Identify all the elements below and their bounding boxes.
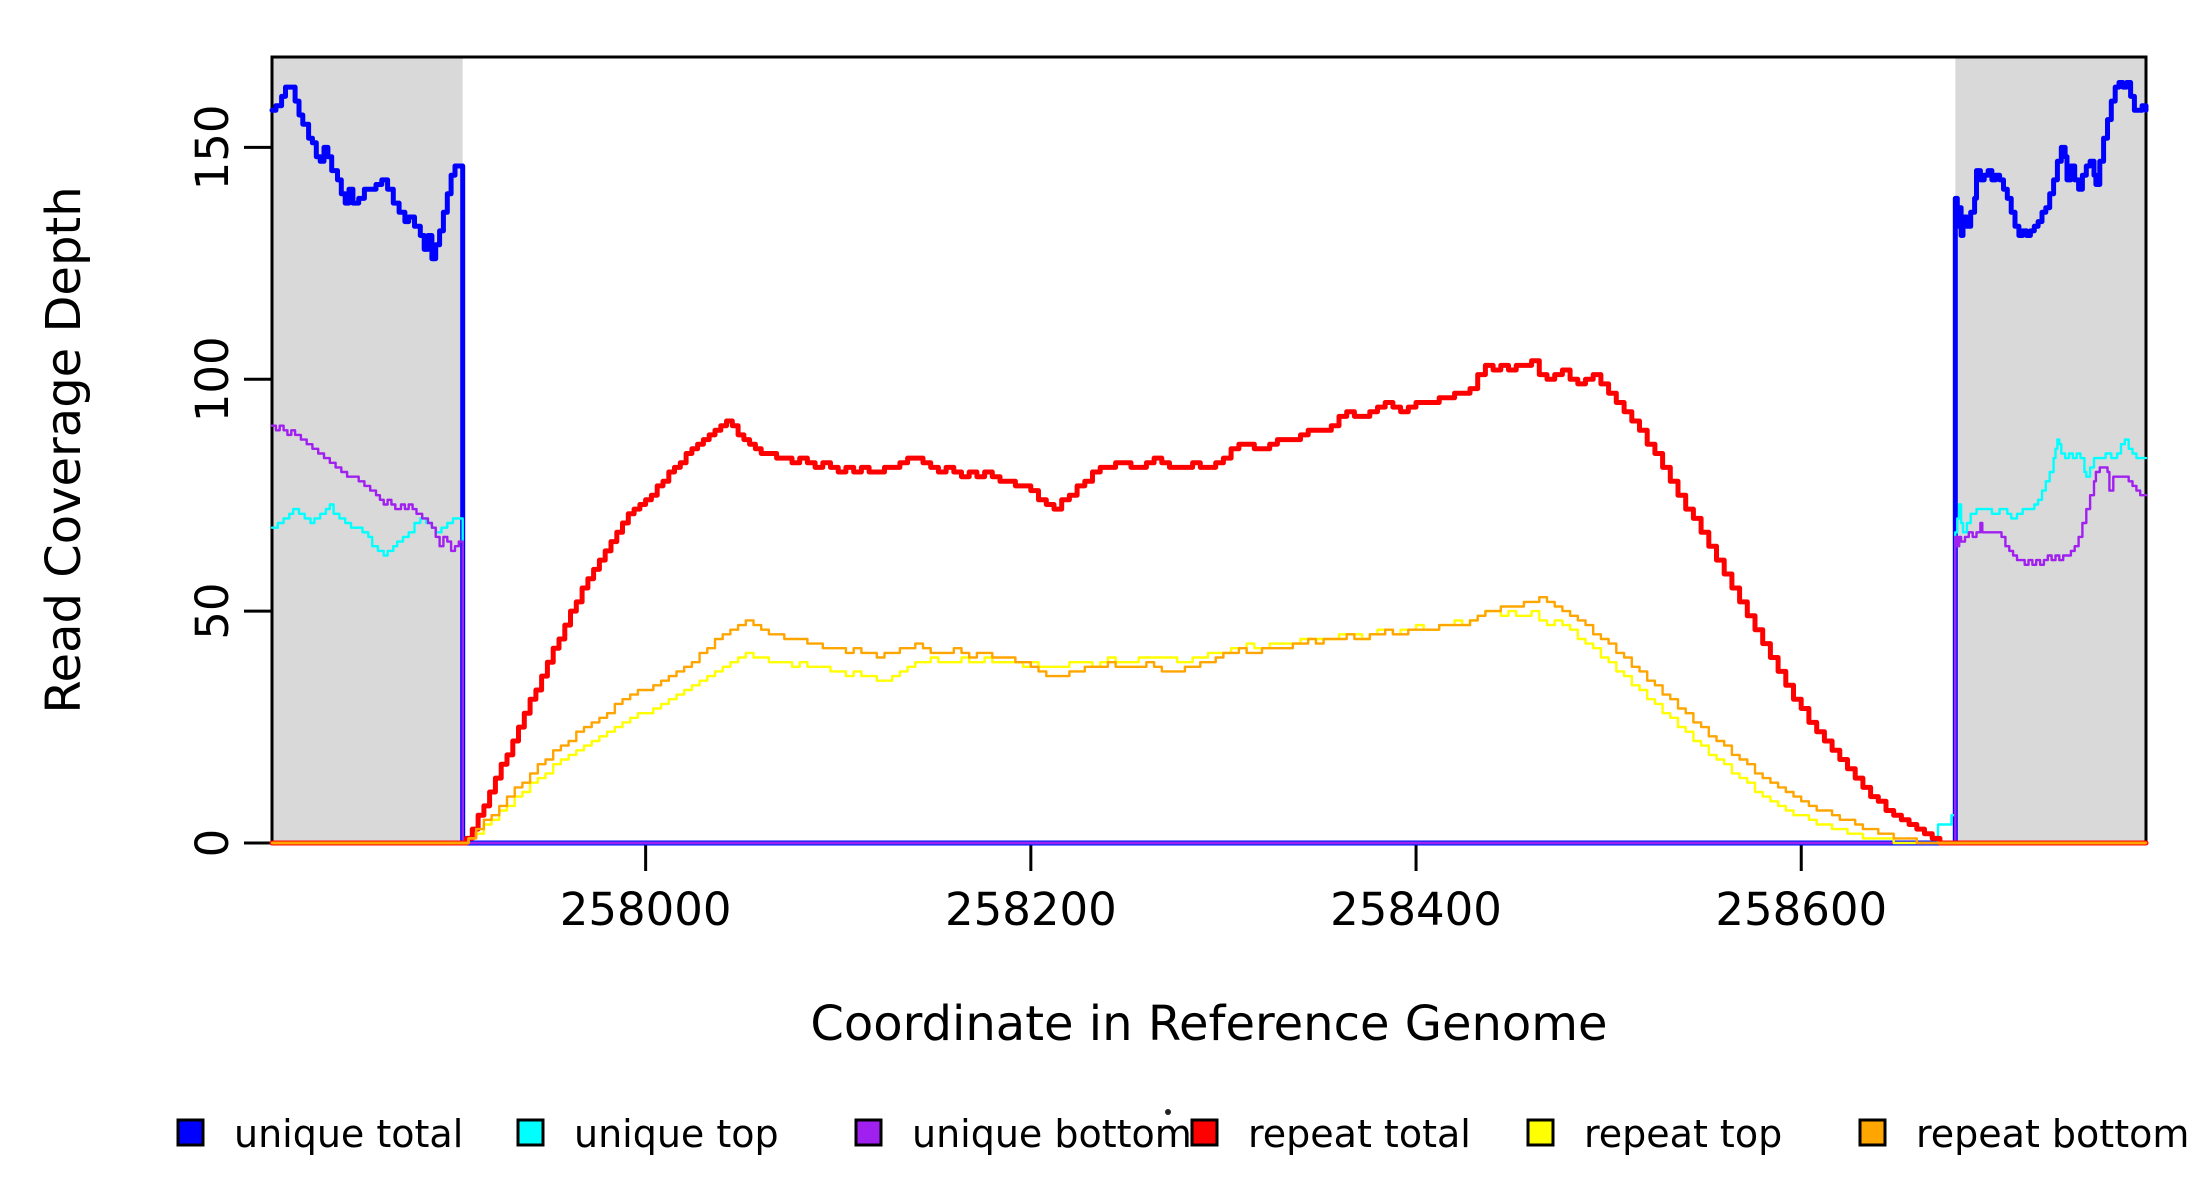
legend-label-repeat-top: repeat top <box>1584 1112 1782 1156</box>
series-line-unique-top <box>270 438 2148 845</box>
legend-swatch-unique-top <box>516 1118 545 1147</box>
series-line-unique-bottom <box>270 424 2148 845</box>
x-tick-label: 258400 <box>1330 883 1502 936</box>
legend-label-unique-bottom: unique bottom <box>912 1112 1192 1156</box>
y-tick-label: 0 <box>186 829 239 858</box>
legend-label-repeat-total: repeat total <box>1248 1112 1471 1156</box>
legend: unique total unique top unique bottom repea… <box>176 1109 2189 1156</box>
x-tick-label: 258000 <box>560 883 732 936</box>
y-tick-label: 50 <box>186 583 239 640</box>
series-line-repeat-top <box>270 609 2148 845</box>
legend-label-unique-total: unique total <box>234 1112 463 1156</box>
axes: 258000 258200 258400 258600 0 50 100 150 <box>186 55 2148 936</box>
series-line-repeat-total <box>269 358 2149 846</box>
legend-swatch-unique-bottom <box>854 1118 883 1147</box>
y-axis-title: Read Coverage Depth <box>36 186 92 713</box>
legend-swatch-repeat-top <box>1526 1118 1555 1147</box>
x-axis-title: Coordinate in Reference Genome <box>810 996 1607 1052</box>
x-tick-label: 258200 <box>945 883 1117 936</box>
y-tick-label: 150 <box>186 104 239 190</box>
legend-label-unique-top: unique top <box>574 1112 779 1156</box>
shaded-unique-regions <box>272 57 2146 843</box>
x-tick-label: 258600 <box>1715 883 1887 936</box>
y-tick-label: 100 <box>186 336 239 422</box>
plot-box <box>270 55 2148 845</box>
series-line-repeat-bottom <box>270 596 2148 845</box>
legend-label-repeat-bottom: repeat bottom <box>1916 1112 2189 1156</box>
shaded-region-left <box>272 57 463 843</box>
shaded-region-right <box>1955 57 2146 843</box>
legend-swatch-repeat-bottom <box>1858 1118 1887 1147</box>
series-line-unique-total <box>269 80 2149 846</box>
legend-swatch-unique-total <box>176 1118 205 1147</box>
legend-stray-mark <box>1165 1109 1171 1115</box>
data-series <box>269 80 2149 846</box>
legend-swatch-repeat-total <box>1190 1118 1219 1147</box>
